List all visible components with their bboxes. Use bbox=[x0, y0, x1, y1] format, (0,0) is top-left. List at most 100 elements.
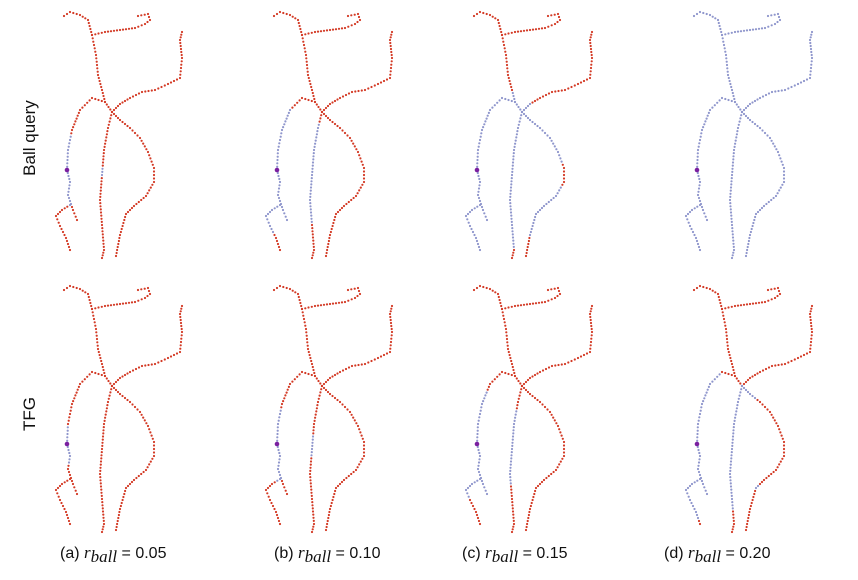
tree-point bbox=[150, 89, 153, 92]
tree-point bbox=[86, 18, 90, 22]
tree-point bbox=[151, 183, 154, 186]
tree-point bbox=[799, 355, 803, 358]
tree-point bbox=[520, 114, 523, 117]
tree-point bbox=[742, 303, 746, 306]
tree-point bbox=[373, 358, 376, 361]
tree-point bbox=[102, 422, 106, 426]
tree-point bbox=[102, 368, 105, 372]
tree-point bbox=[64, 236, 68, 240]
tree-point bbox=[533, 218, 536, 222]
tree-point bbox=[317, 379, 320, 383]
tree-point bbox=[506, 341, 509, 344]
tree-point bbox=[344, 93, 348, 97]
tree-point bbox=[763, 300, 767, 304]
tree-point bbox=[511, 528, 514, 531]
tree-point bbox=[282, 11, 285, 15]
tree-point bbox=[511, 510, 515, 513]
tree-point bbox=[276, 467, 280, 471]
tree-point bbox=[319, 117, 322, 120]
tree-point bbox=[311, 91, 314, 95]
tree-point bbox=[780, 89, 783, 92]
tree-point bbox=[590, 53, 593, 57]
tree-point bbox=[62, 14, 66, 18]
tree-point bbox=[180, 307, 183, 310]
tree-point bbox=[344, 367, 348, 371]
tree-point bbox=[687, 221, 690, 224]
tree-point bbox=[279, 409, 282, 412]
tree-point bbox=[281, 208, 285, 212]
tree-point bbox=[708, 108, 712, 112]
tree-point bbox=[301, 311, 304, 314]
tree-point bbox=[531, 120, 534, 124]
tree-point bbox=[57, 495, 60, 498]
tree-point bbox=[725, 337, 729, 341]
tree-point bbox=[512, 239, 515, 242]
tree-point bbox=[358, 292, 362, 296]
tree-point bbox=[100, 256, 104, 260]
tree-point bbox=[133, 405, 137, 409]
tree-point bbox=[310, 99, 313, 103]
tree-point bbox=[356, 20, 359, 24]
tree-point bbox=[70, 205, 74, 209]
tree-point bbox=[312, 516, 315, 519]
tree-point bbox=[487, 111, 490, 114]
tree-point bbox=[114, 106, 118, 110]
tree-point bbox=[716, 375, 719, 378]
tree-point bbox=[744, 528, 748, 532]
tree-point bbox=[718, 373, 721, 376]
tree-point bbox=[515, 410, 518, 413]
tree-point bbox=[99, 211, 103, 214]
tree-point bbox=[101, 227, 104, 230]
tree-point bbox=[99, 479, 102, 482]
tree-point bbox=[328, 302, 332, 306]
tree-point bbox=[313, 30, 317, 34]
tree-point bbox=[104, 142, 107, 145]
tree-point bbox=[67, 461, 71, 464]
tree-point bbox=[527, 242, 530, 246]
tree-point bbox=[130, 301, 134, 304]
tree-point bbox=[179, 344, 182, 347]
tree-point bbox=[725, 334, 728, 337]
tree-point bbox=[772, 470, 775, 474]
tree-point bbox=[526, 248, 529, 252]
tree-point bbox=[152, 180, 156, 184]
tree-point bbox=[735, 136, 738, 139]
tree-point bbox=[338, 126, 342, 130]
tree-point bbox=[293, 104, 296, 107]
tree-point bbox=[498, 298, 501, 302]
tree-point bbox=[296, 375, 299, 378]
tree-point bbox=[506, 73, 510, 77]
tree-point bbox=[389, 41, 392, 45]
tree-point bbox=[327, 239, 330, 243]
tree-point bbox=[101, 504, 104, 507]
tree-point bbox=[510, 454, 513, 457]
tree-point bbox=[103, 419, 106, 422]
tree-point bbox=[272, 14, 276, 18]
tree-point bbox=[684, 488, 688, 492]
tree-point bbox=[315, 133, 318, 136]
tree-point bbox=[285, 12, 288, 16]
tree-point bbox=[809, 344, 812, 347]
tree-point bbox=[774, 194, 778, 198]
tree-point bbox=[778, 292, 782, 296]
tree-point bbox=[135, 202, 138, 206]
tree-point bbox=[746, 378, 750, 382]
tree-point bbox=[590, 334, 593, 337]
tree-point bbox=[731, 236, 735, 239]
tree-point bbox=[802, 353, 806, 357]
tree-point bbox=[354, 364, 357, 367]
tree-point bbox=[116, 390, 120, 394]
tree-point bbox=[106, 30, 110, 33]
tree-point bbox=[66, 162, 69, 165]
tree-point bbox=[781, 183, 784, 186]
tree-point bbox=[151, 437, 154, 440]
tree-point bbox=[288, 287, 292, 291]
tree-point bbox=[54, 488, 58, 492]
tree-point bbox=[727, 98, 730, 102]
tree-point bbox=[509, 482, 512, 485]
tree-point bbox=[550, 24, 553, 27]
tree-point bbox=[152, 440, 156, 444]
tree-point bbox=[102, 148, 106, 152]
tree-point bbox=[114, 388, 118, 392]
tree-point bbox=[506, 347, 510, 351]
